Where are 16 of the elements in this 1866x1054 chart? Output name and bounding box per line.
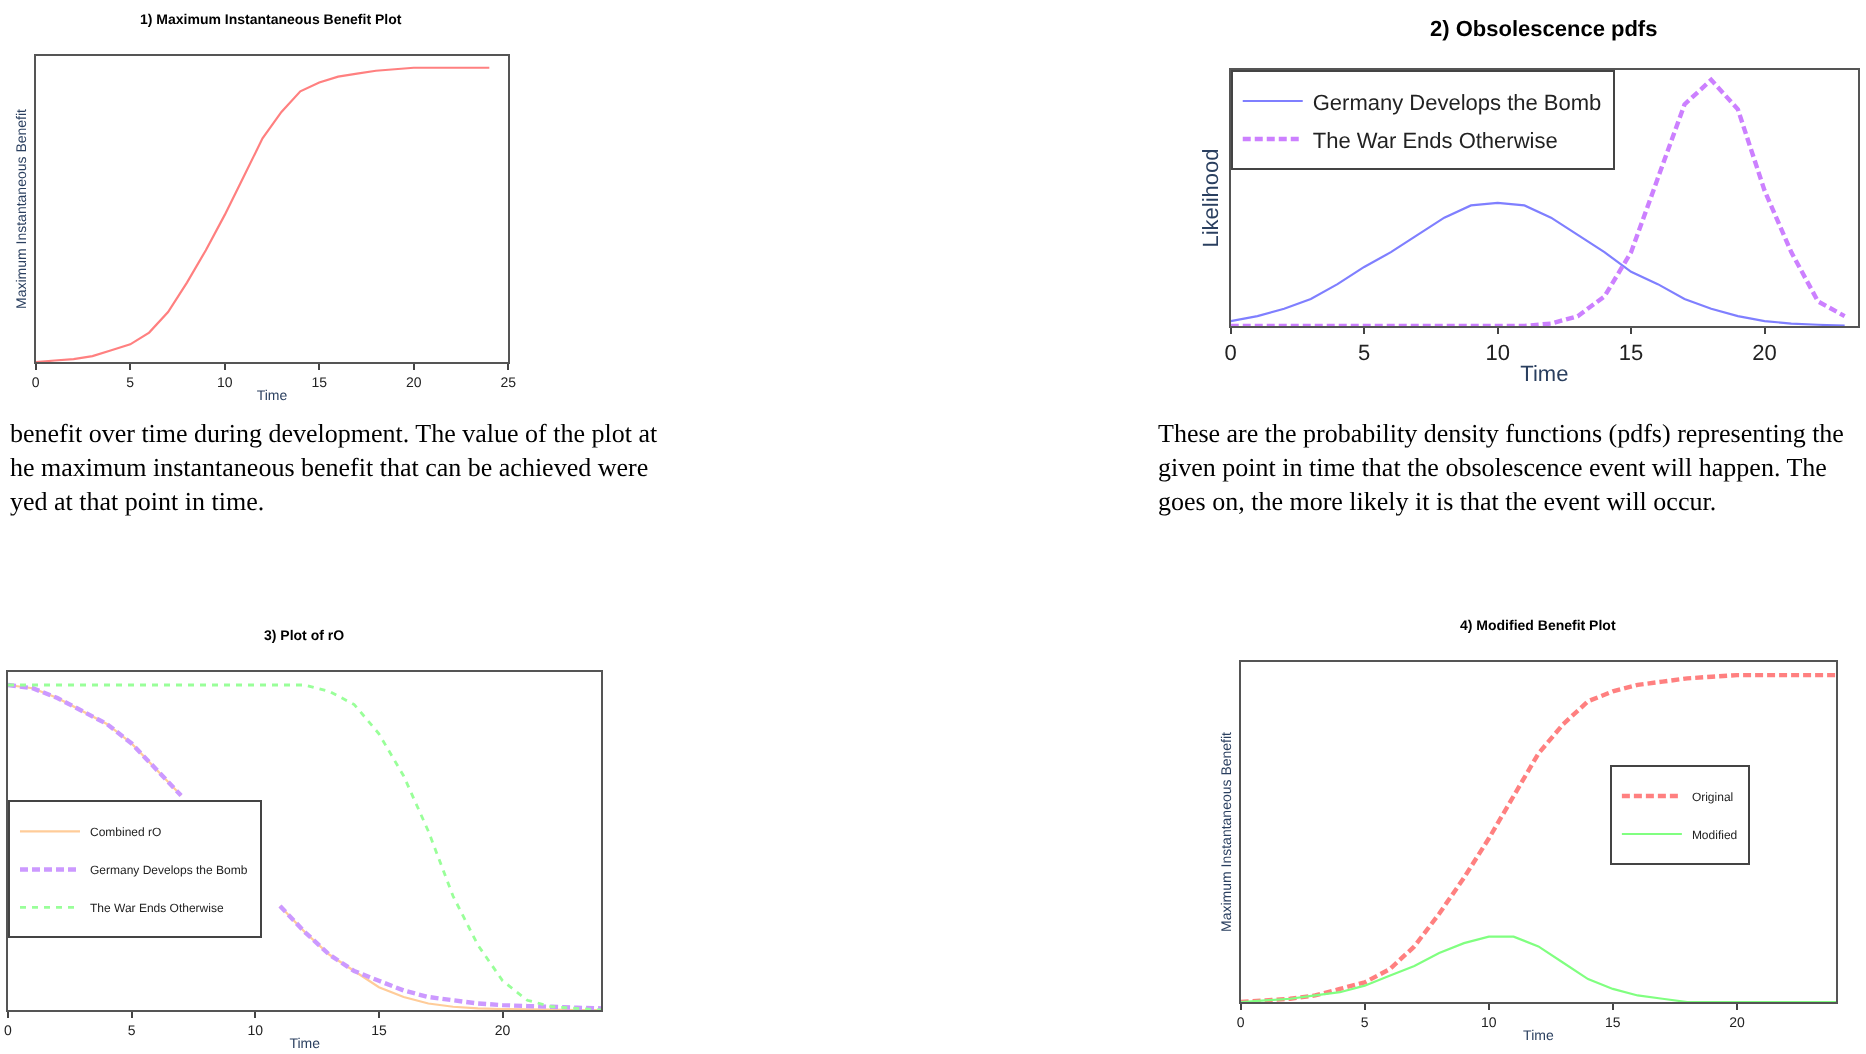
legend-label: The War Ends Otherwise xyxy=(1312,129,1558,154)
x-tick-label: 20 xyxy=(1752,342,1777,367)
text: yed at that point in time. xyxy=(10,485,265,516)
x-tick-label: 5 xyxy=(1358,342,1371,367)
x-axis-title: Time xyxy=(1520,362,1569,387)
text: These are the probability density functions (pdfs) representing the xyxy=(1158,418,1845,448)
legend-label: Germany Develops the Bomb xyxy=(1312,91,1602,116)
x-tick-label: 15 xyxy=(1618,342,1644,367)
text: given point in time that the obsolescence event will happen. The xyxy=(1158,451,1828,482)
x-tick-label: 0 xyxy=(1224,342,1237,367)
x-tick-label: 10 xyxy=(1485,342,1510,367)
y-axis-title: Likelihood xyxy=(1200,148,1225,248)
text: he maximum instantaneous benefit that can be achieved were xyxy=(10,451,649,482)
chart-title: 2) Obsolescence pdfs xyxy=(1430,18,1658,42)
text: goes on, the more likely it is that the event will occur. xyxy=(1158,485,1717,516)
text: benefit over time during development. The value of the plot at xyxy=(10,418,658,448)
